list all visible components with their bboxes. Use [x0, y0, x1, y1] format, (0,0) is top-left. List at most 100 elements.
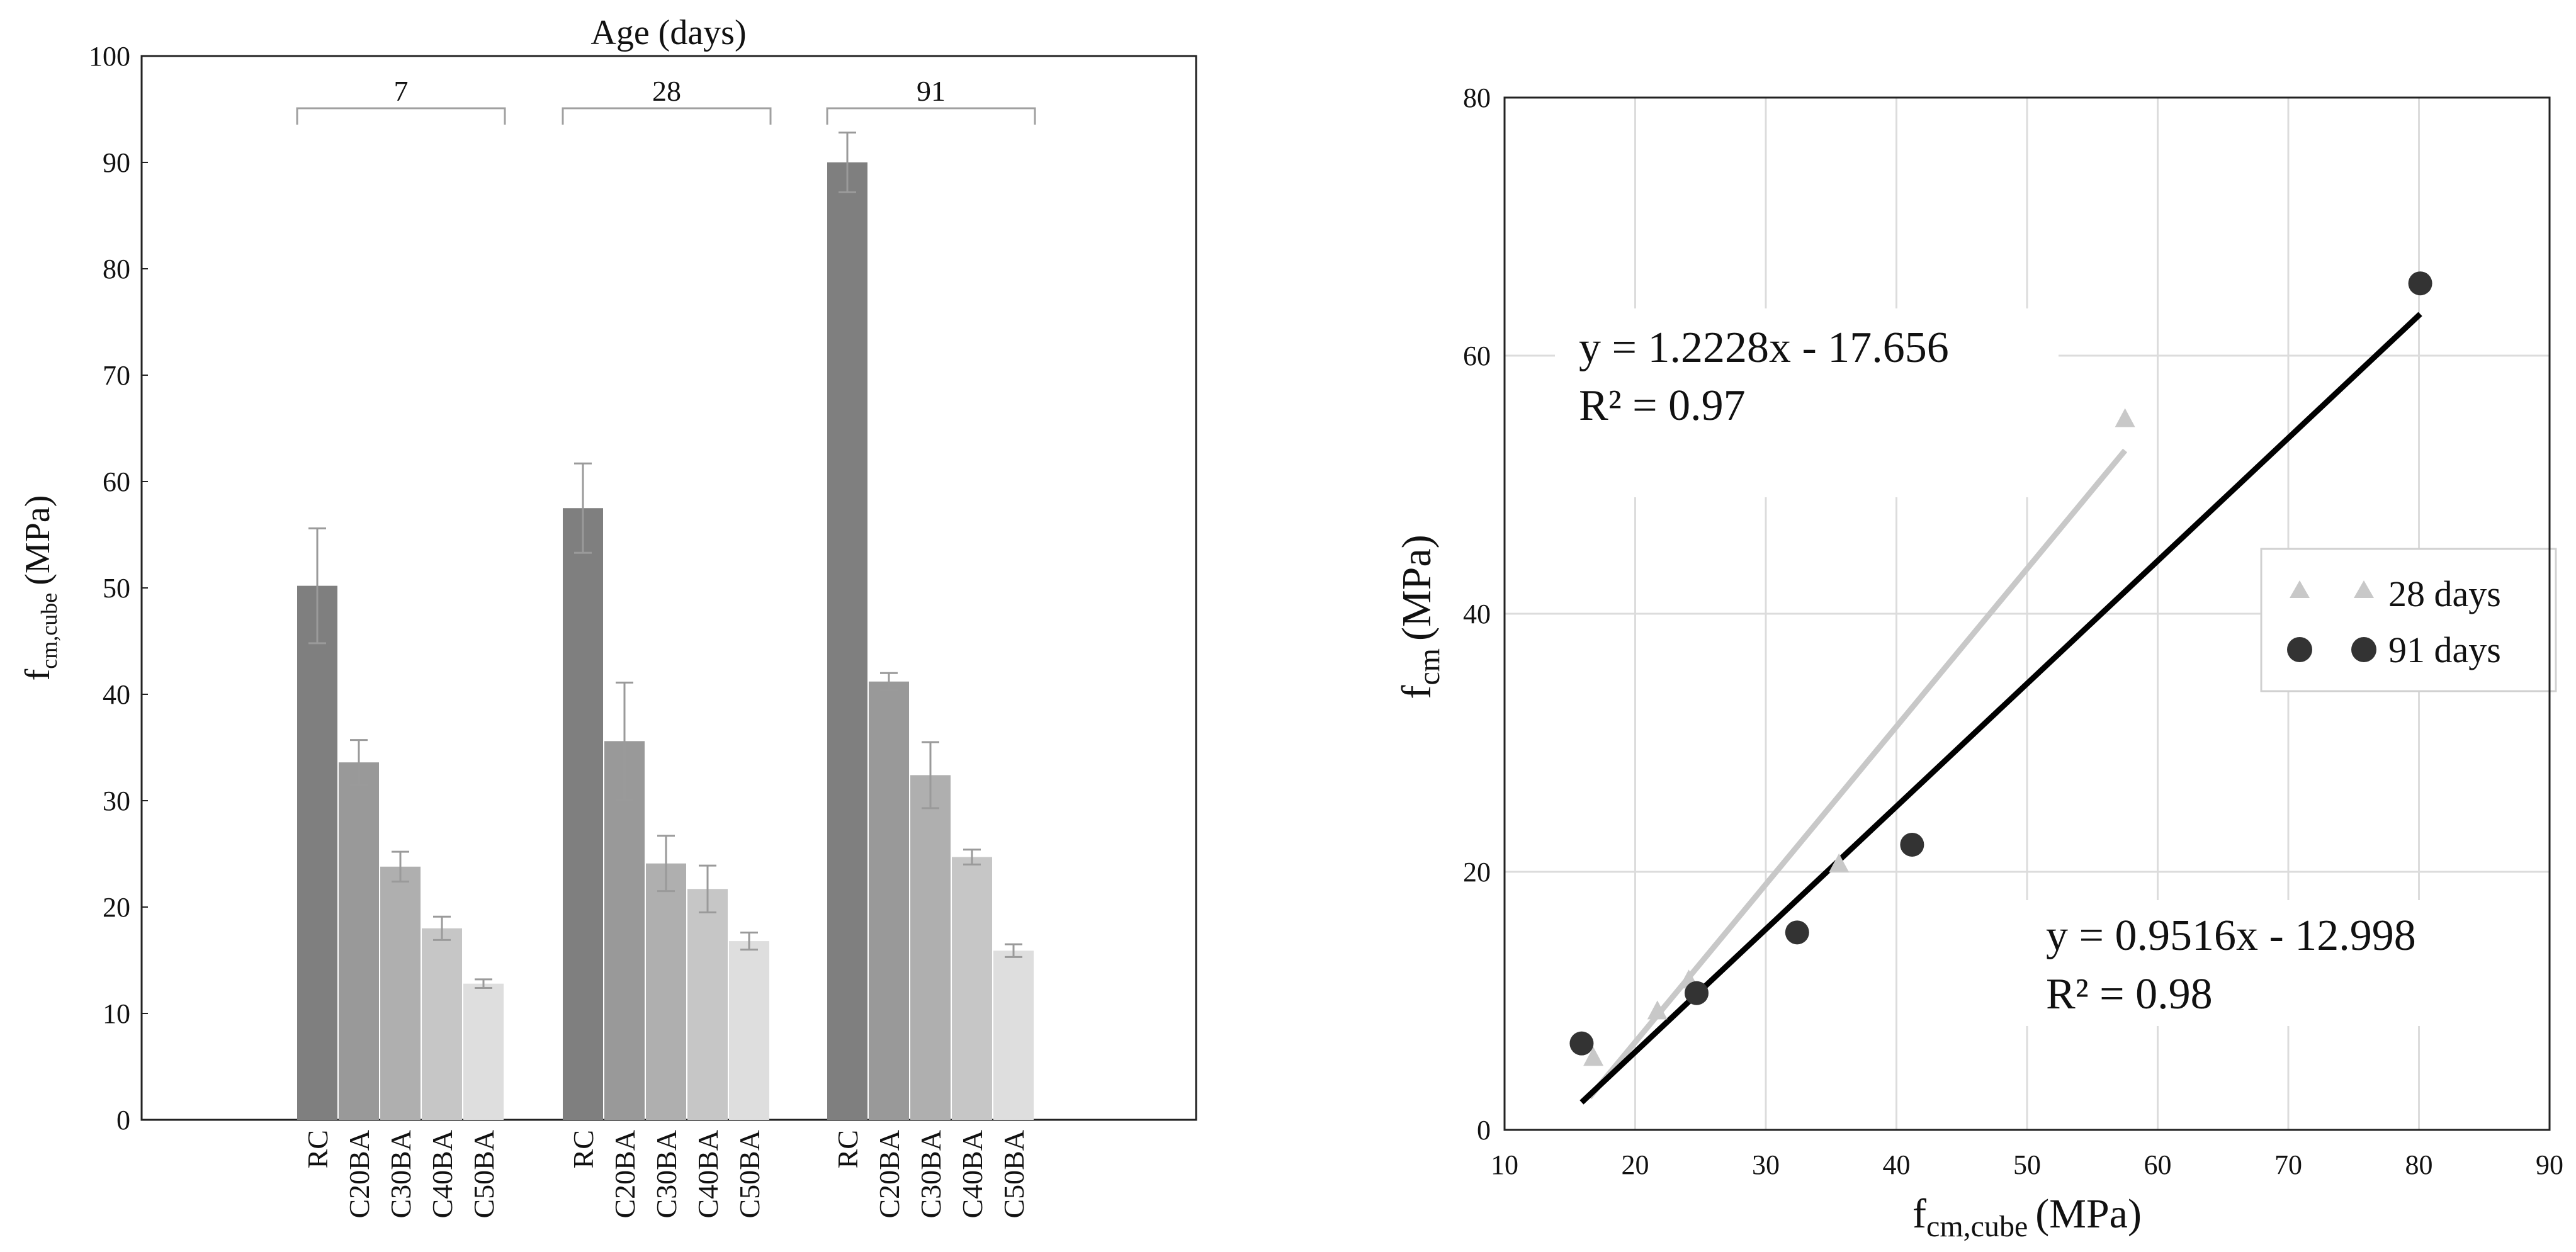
bar-C50BA-7 — [463, 983, 504, 1120]
bar-chart-title: Age (days) — [590, 13, 746, 52]
bar-category-label: C40BA — [692, 1130, 724, 1219]
bar-RC-7 — [297, 585, 337, 1120]
scatter-y-tick-label: 0 — [1477, 1115, 1491, 1146]
legend-28-days-label: 28 days — [2388, 573, 2501, 614]
scatter-y-axis-label: fcm (MPa) — [1394, 534, 1446, 699]
group-bracket — [826, 107, 1036, 125]
bar-category-label: C20BA — [343, 1130, 375, 1219]
scatter-x-tick-label: 10 — [1491, 1149, 1518, 1180]
scatter-fit-lines — [1579, 312, 2422, 1105]
bar-category-label: C30BA — [385, 1130, 417, 1219]
bar-y-tick-label: 40 — [103, 679, 130, 710]
bar-y-axis-label: fcm,cube (MPa) — [18, 495, 62, 681]
error-bar — [616, 681, 633, 801]
point-28-days — [1583, 1047, 1604, 1066]
equation-91-days: y = 0.9516x - 12.998 — [2046, 911, 2416, 960]
group-bracket — [296, 107, 506, 125]
scatter-y-tick-label: 20 — [1463, 857, 1491, 888]
bar-group-91: 91 RC C20BA C30BA C40BA C50BA — [826, 75, 1036, 1219]
equation-box-91-days — [2024, 900, 2521, 1026]
scatter-x-label-unit: (MPa) — [2035, 1191, 2142, 1237]
bar-y-label-unit: (MPa) — [18, 495, 57, 585]
scatter-y-tick-label: 60 — [1463, 341, 1491, 371]
legend-91-days-marker-b — [2351, 637, 2376, 662]
bar-C40BA-7 — [422, 928, 462, 1120]
error-bar — [392, 850, 409, 883]
point-91-days — [1685, 981, 1709, 1005]
scatter-x-tick-label: 70 — [2274, 1149, 2302, 1180]
point-91-days — [2408, 271, 2432, 296]
bar-category-label: C20BA — [873, 1130, 905, 1219]
bar-C40BA-28 — [687, 889, 728, 1120]
group-label: 7 — [394, 75, 409, 107]
scatter-x-tick-label: 30 — [1752, 1149, 1780, 1180]
bar-y-tick-label: 0 — [116, 1105, 130, 1136]
error-bar — [574, 462, 592, 554]
bar-category-label: C50BA — [468, 1130, 500, 1219]
bar-y-tick-label: 60 — [103, 466, 130, 497]
bar-C50BA-28 — [729, 941, 769, 1120]
fit-line-28-days — [1587, 448, 2128, 1100]
r2-28-days: R² = 0.97 — [1579, 381, 1746, 430]
error-bar — [1005, 943, 1022, 958]
bar-group-7: 7 RC C20BA C30BA C40BA C50BA — [296, 75, 506, 1219]
bar-groups: 7 RC C20BA C30BA C40BA C50BA 28 RC C20BA C30BA C40… — [296, 75, 1036, 1219]
scatter-y-tick-label: 80 — [1463, 82, 1491, 113]
error-bar — [740, 932, 758, 951]
error-bar — [880, 672, 898, 691]
bar-y-tick-label: 100 — [89, 41, 130, 72]
bar-category-label: C40BA — [426, 1130, 458, 1219]
bar-C40BA-91 — [952, 857, 992, 1120]
bar-y-tick-label: 70 — [103, 360, 130, 391]
scatter-x-tick-label: 50 — [2013, 1149, 2041, 1180]
bar-y-tick-label: 30 — [103, 786, 130, 816]
bar-C30BA-91 — [910, 775, 951, 1120]
legend-28-days-marker-b — [2354, 580, 2374, 598]
error-bar — [350, 739, 368, 786]
bar-y-tick-label: 10 — [103, 998, 130, 1029]
scatter-y-label-sub: cm — [1413, 648, 1446, 685]
scatter-plot-frame — [1503, 96, 2551, 1131]
error-bar — [839, 132, 856, 193]
error-bar — [963, 849, 981, 866]
scatter-x-tick-label: 80 — [2405, 1149, 2433, 1180]
group-bracket — [562, 107, 772, 125]
scatter-chart: y = 1.2228x - 17.656 R² = 0.97 y = 0.951… — [1394, 82, 2563, 1243]
bar-group-28: 28 RC C20BA C30BA C40BA C50BA — [562, 75, 772, 1219]
bar-RC-28 — [563, 508, 603, 1120]
bar-category-label: RC — [567, 1130, 599, 1168]
fit-line-91-days — [1579, 312, 2422, 1105]
bar-RC-91 — [827, 162, 867, 1120]
legend-91-days-marker-a — [2287, 637, 2312, 662]
group-label: 91 — [917, 75, 946, 107]
scatter-x-axis-label: fcm,cube (MPa) — [1912, 1191, 2142, 1243]
point-91-days — [1569, 1031, 1594, 1056]
bar-category-label: C40BA — [956, 1130, 988, 1219]
scatter-y-label-unit: (MPa) — [1394, 534, 1440, 641]
bar-y-label-sub: cm,cube — [37, 593, 62, 669]
bar-category-label: C30BA — [650, 1130, 682, 1219]
point-28-days — [2115, 408, 2135, 427]
error-bar — [922, 741, 939, 809]
scatter-x-tick-label: 20 — [1622, 1149, 1649, 1180]
r2-91-days: R² = 0.98 — [2046, 970, 2213, 1018]
scatter-points — [1569, 271, 2432, 1066]
bar-category-label: C30BA — [915, 1130, 947, 1219]
scatter-x-label-main: f — [1912, 1191, 1926, 1237]
scatter-ticks: 10 20 30 40 50 60 70 80 90 0 20 40 60 80 — [1463, 82, 2563, 1180]
error-bar — [699, 864, 716, 913]
error-bar — [433, 915, 451, 941]
bar-C50BA-91 — [993, 950, 1034, 1120]
bar-y-tick-label: 20 — [103, 892, 130, 923]
legend-28-days-marker-a — [2290, 580, 2310, 598]
bar-y-ticks: 0 10 20 30 40 50 60 70 80 90 100 — [89, 41, 148, 1136]
group-label: 28 — [652, 75, 681, 107]
error-bar — [475, 978, 492, 989]
bar-category-label: RC — [302, 1130, 334, 1168]
bar-C30BA-28 — [646, 863, 686, 1120]
bar-y-label-main: f — [18, 668, 57, 680]
scatter-x-tick-label: 40 — [1883, 1149, 1911, 1180]
bar-category-label: C20BA — [609, 1130, 641, 1219]
legend-91-days-label: 91 days — [2388, 629, 2501, 670]
